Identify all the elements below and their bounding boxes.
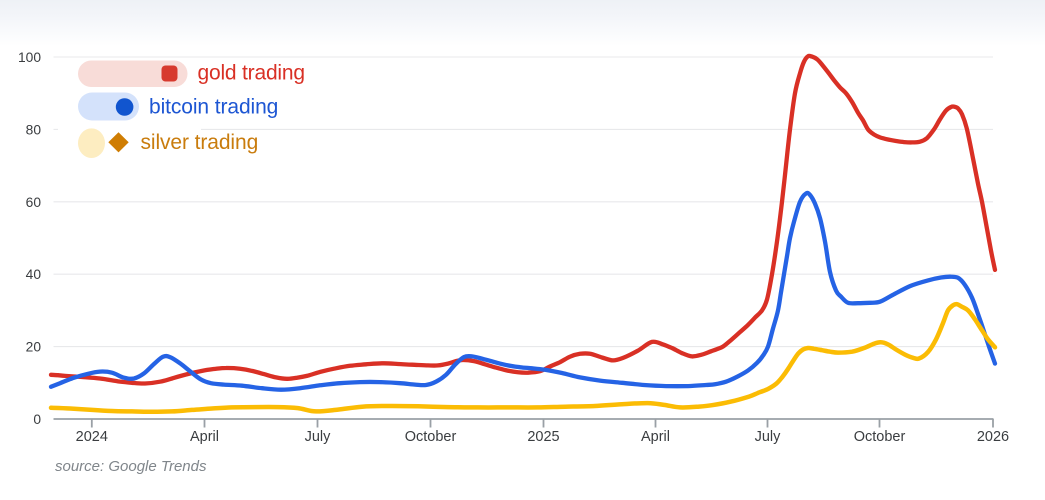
svg-text:source: Google Trends: source: Google Trends — [55, 458, 207, 475]
svg-text:2025: 2025 — [527, 429, 559, 445]
svg-text:40: 40 — [26, 267, 42, 282]
svg-text:gold trading: gold trading — [198, 62, 305, 85]
svg-text:October: October — [854, 429, 906, 445]
svg-text:July: July — [755, 429, 782, 445]
svg-text:April: April — [190, 429, 219, 445]
svg-text:bitcoin trading: bitcoin trading — [149, 96, 278, 119]
svg-text:0: 0 — [33, 412, 41, 427]
svg-text:July: July — [305, 429, 332, 445]
svg-text:80: 80 — [26, 122, 42, 137]
svg-text:April: April — [641, 429, 670, 445]
svg-text:60: 60 — [26, 195, 42, 210]
svg-text:2026: 2026 — [977, 429, 1009, 445]
svg-text:silver trading: silver trading — [141, 131, 259, 154]
svg-text:100: 100 — [18, 50, 41, 65]
svg-text:20: 20 — [26, 340, 42, 355]
svg-text:October: October — [405, 429, 457, 445]
svg-text:2024: 2024 — [76, 429, 108, 445]
